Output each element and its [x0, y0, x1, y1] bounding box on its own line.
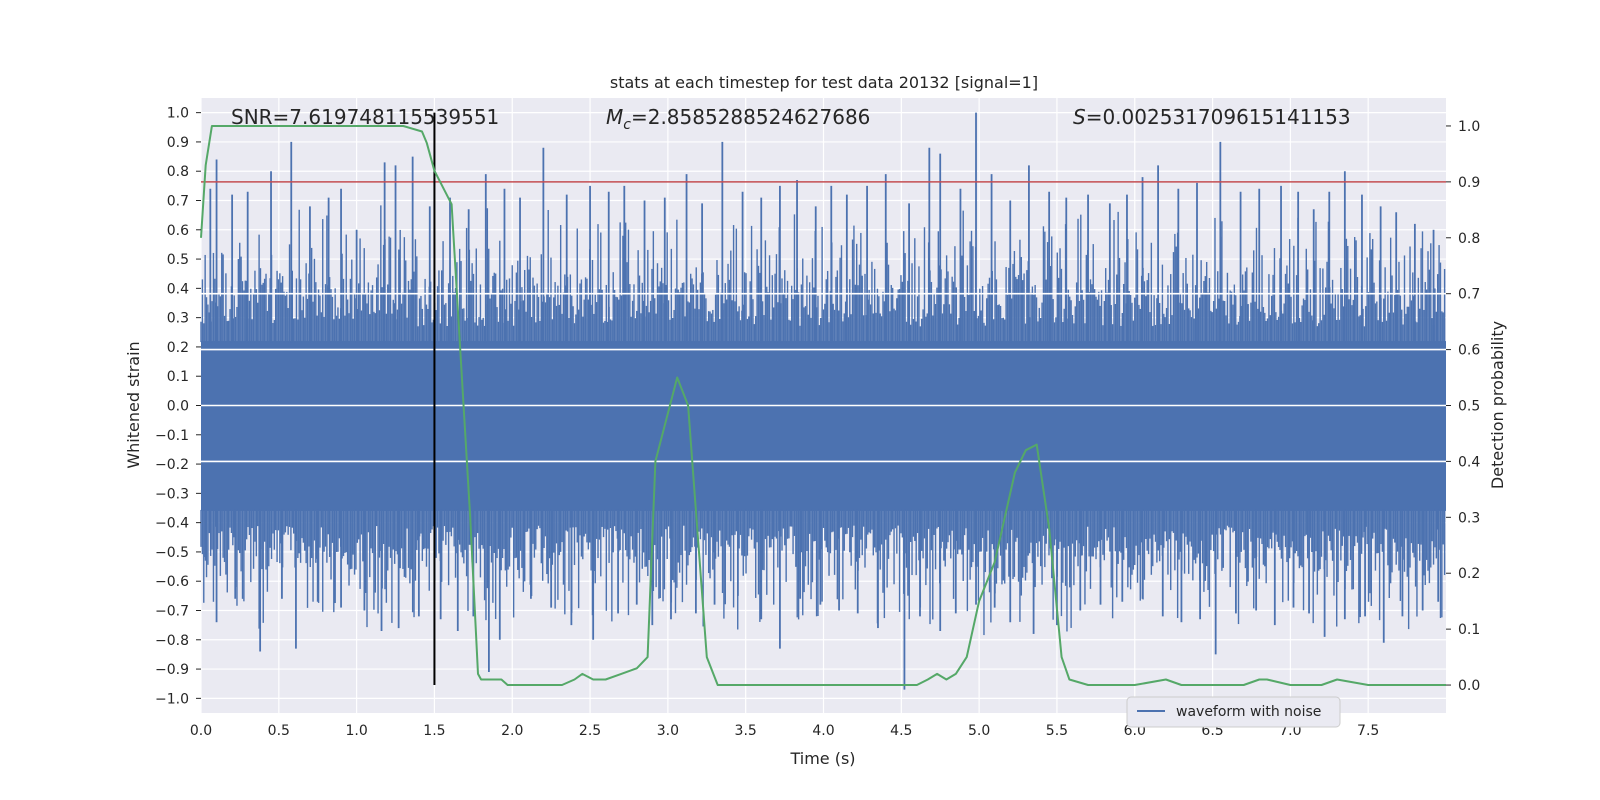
spin-annotation: S=0.002531709615141153 — [1073, 105, 1351, 129]
detection-probability-line — [200, 125, 1446, 686]
y-tick-label: −0.3 — [155, 486, 189, 502]
x-tick-label: 1.5 — [423, 723, 445, 739]
chart-title: stats at each timestep for test data 201… — [610, 73, 1038, 92]
y-tick-label: 0.6 — [167, 223, 189, 239]
y-tick-label: −0.8 — [155, 633, 189, 649]
y-right-tick-label: 0.4 — [1458, 454, 1480, 470]
y-right-tick-label: 0.7 — [1458, 287, 1480, 303]
y-right-tick-label: 0.2 — [1458, 566, 1480, 582]
spin-value: =0.002531709615141153 — [1086, 105, 1351, 129]
y-tick-label: 0.1 — [167, 369, 189, 385]
chirp-mass-subscript: c — [623, 117, 631, 133]
x-tick-label: 3.0 — [657, 723, 679, 739]
x-tick-label: 3.5 — [735, 723, 757, 739]
y-axis-right-label: Detection probability — [1488, 321, 1507, 489]
y-right-tick-label: 0.8 — [1458, 231, 1480, 247]
x-tick-label: 5.5 — [1046, 723, 1068, 739]
waveform-band — [201, 341, 1446, 511]
y-right-tick-label: 0.5 — [1458, 399, 1480, 415]
snr-annotation: SNR=7.619748115539551 — [231, 105, 499, 129]
x-tick-label: 2.0 — [501, 723, 523, 739]
x-tick-label: 4.5 — [890, 723, 912, 739]
x-tick-label: 1.0 — [345, 723, 367, 739]
y-tick-label: 0.0 — [167, 399, 189, 415]
y-right-tick-label: 1.0 — [1458, 119, 1480, 135]
y-tick-label: −0.6 — [155, 574, 189, 590]
overlays — [200, 112, 1446, 686]
y-tick-label: 0.4 — [167, 281, 189, 297]
y-tick-label: −0.1 — [155, 428, 189, 444]
y-tick-label: 0.7 — [167, 194, 189, 210]
legend-box — [1126, 696, 1341, 728]
x-axis-label: Time (s) — [789, 749, 855, 768]
legend-label: waveform with noise — [1176, 704, 1321, 720]
x-tick-label: 4.0 — [812, 723, 834, 739]
x-tick-label: 7.5 — [1357, 723, 1379, 739]
y-tick-label: −0.4 — [155, 516, 189, 532]
y-tick-label: 0.5 — [167, 252, 189, 268]
y-right-tick-label: 0.3 — [1458, 510, 1480, 526]
chirp-mass-value: =2.8585288524627686 — [631, 105, 870, 129]
y-tick-label: −0.2 — [155, 457, 189, 473]
x-tick-label: 5.0 — [968, 723, 990, 739]
y-right-tick-label: 0.0 — [1458, 678, 1480, 694]
y-axis-label: Whitened strain — [124, 341, 143, 468]
y-axis-left: 1.0 0.9 0.8 0.7 0.6 0.5 0.4 0.3 0.2 0.1 0.0 −0.1 −0.… — [155, 106, 201, 707]
x-tick-label: 0.5 — [268, 723, 290, 739]
y-right-tick-label: 0.9 — [1458, 175, 1480, 191]
y-tick-label: −0.7 — [155, 604, 189, 620]
y-tick-label: −0.5 — [155, 545, 189, 561]
y-tick-label: 1.0 — [167, 106, 189, 122]
chirp-mass-annotation: Mc=2.8585288524627686 — [606, 105, 870, 133]
y-tick-label: 0.2 — [167, 340, 189, 356]
x-tick-label: 2.5 — [579, 723, 601, 739]
y-tick-label: 0.8 — [167, 164, 189, 180]
y-right-tick-label: 0.6 — [1458, 343, 1480, 359]
chirp-mass-symbol: M — [606, 105, 623, 129]
legend: waveform with noise — [1126, 696, 1341, 728]
y-right-tick-label: 0.1 — [1458, 622, 1480, 638]
waveform-series — [200, 112, 1446, 690]
y-tick-label: 0.3 — [167, 311, 189, 327]
y-tick-label: −0.9 — [155, 662, 189, 678]
y-tick-label: −1.0 — [155, 691, 189, 707]
y-axis-right: 1.0 0.9 0.8 0.7 0.6 0.5 0.4 0.3 0.2 0.1 0.0 — [1446, 119, 1480, 694]
spin-symbol: S — [1073, 105, 1086, 129]
x-axis: 0.0 0.5 1.0 1.5 2.0 2.5 3.0 3.5 4.0 4.5 5.0 5.5 6.0 6… — [190, 723, 1379, 739]
x-tick-label: 0.0 — [190, 723, 212, 739]
y-tick-label: 0.9 — [167, 135, 189, 151]
